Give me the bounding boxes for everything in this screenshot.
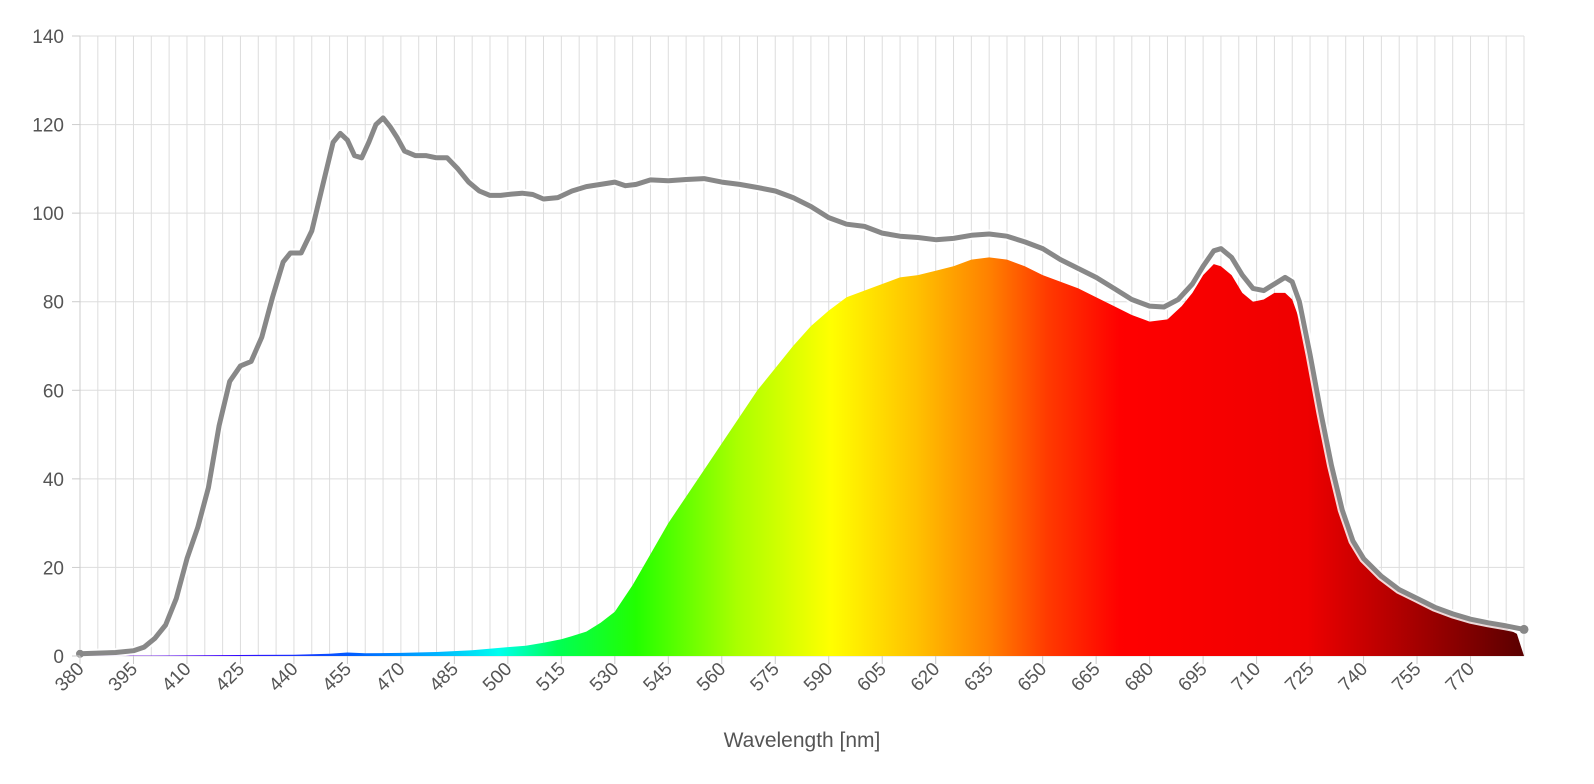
line-end-point [1519,624,1529,634]
x-tick-label: 665 [1067,659,1104,696]
x-tick-label: 680 [1121,659,1158,696]
x-tick-label: 455 [319,659,356,696]
y-tick-label: 100 [32,204,64,225]
spectrum-line [77,115,1527,657]
y-tick-label: 60 [43,381,64,402]
spectral-area-layer [80,257,1524,656]
x-tick-label: 635 [960,659,997,696]
y-tick-label: 20 [43,558,64,579]
x-tick-label: 620 [907,659,944,696]
x-axis: 380 395 410 425 440 455 470 485 500 515 530 545 560 5… [51,656,1479,696]
x-tick-label: 560 [693,659,730,696]
x-tick-label: 575 [747,659,784,696]
x-tick-label: 410 [158,659,195,696]
y-axis: 0 20 40 60 80 100 120 140 [32,27,80,668]
y-tick-label: 140 [32,27,64,48]
y-tick-label: 40 [43,470,64,491]
x-tick-label: 770 [1442,659,1479,696]
spectral-area [80,257,1524,656]
x-tick-label: 710 [1228,659,1265,696]
x-tick-label: 500 [479,659,516,696]
x-tick-label: 605 [853,659,890,696]
x-tick-label: 425 [212,659,249,696]
x-tick-label: 650 [1014,659,1051,696]
x-tick-label: 395 [105,659,142,696]
x-tick-label: 530 [586,659,623,696]
y-tick-label: 80 [43,293,64,314]
y-tick-label: 120 [32,116,64,137]
x-tick-label: 740 [1335,659,1372,696]
x-tick-label: 590 [800,659,837,696]
x-axis-title: Wavelength [nm] [724,729,881,752]
x-tick-label: 440 [265,659,302,696]
x-tick-label: 695 [1174,659,1211,696]
x-tick-label: 545 [640,659,677,696]
x-tick-label: 485 [426,659,463,696]
x-tick-label: 470 [372,659,409,696]
spectrum-line-layer [75,113,1529,659]
x-tick-label: 515 [533,659,570,696]
x-tick-label: 755 [1388,659,1425,696]
x-tick-label: 725 [1281,659,1318,696]
y-tick-label: 0 [53,647,64,668]
